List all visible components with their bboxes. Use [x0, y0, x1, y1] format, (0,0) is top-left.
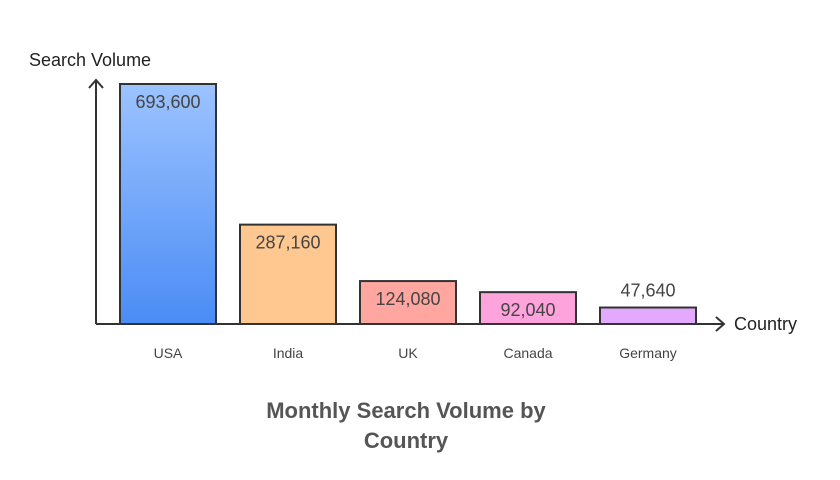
category-label-canada: Canada	[503, 345, 552, 361]
category-label-india: India	[273, 345, 304, 361]
chart-title: Monthly Search Volume by Country	[0, 396, 812, 456]
value-label-uk: 124,080	[375, 289, 440, 309]
x-axis-title: Country	[734, 314, 797, 334]
bar-uk	[359, 280, 457, 325]
bar-usa	[119, 83, 217, 325]
chart-title-line-1: Monthly Search Volume by	[266, 398, 546, 423]
bar-india	[239, 223, 337, 325]
y-axis-arrow	[88, 78, 104, 89]
x-axis-arrow	[715, 316, 726, 332]
value-label-germany: 47,640	[620, 281, 675, 301]
value-label-india: 287,160	[255, 233, 320, 253]
bar-germany	[599, 306, 697, 325]
chart-title-line-2: Country	[363, 428, 449, 453]
value-label-usa: 693,600	[135, 92, 200, 112]
category-label-germany: Germany	[619, 345, 677, 361]
value-label-canada: 92,040	[500, 300, 555, 320]
category-label-usa: USA	[154, 345, 183, 361]
bars-group: 693,600 USA 287,160 India 124,080 UK 92,040 Can…	[119, 83, 697, 361]
category-label-uk: UK	[398, 345, 418, 361]
y-axis-title: Search Volume	[29, 50, 151, 70]
bar-canada	[479, 291, 577, 326]
